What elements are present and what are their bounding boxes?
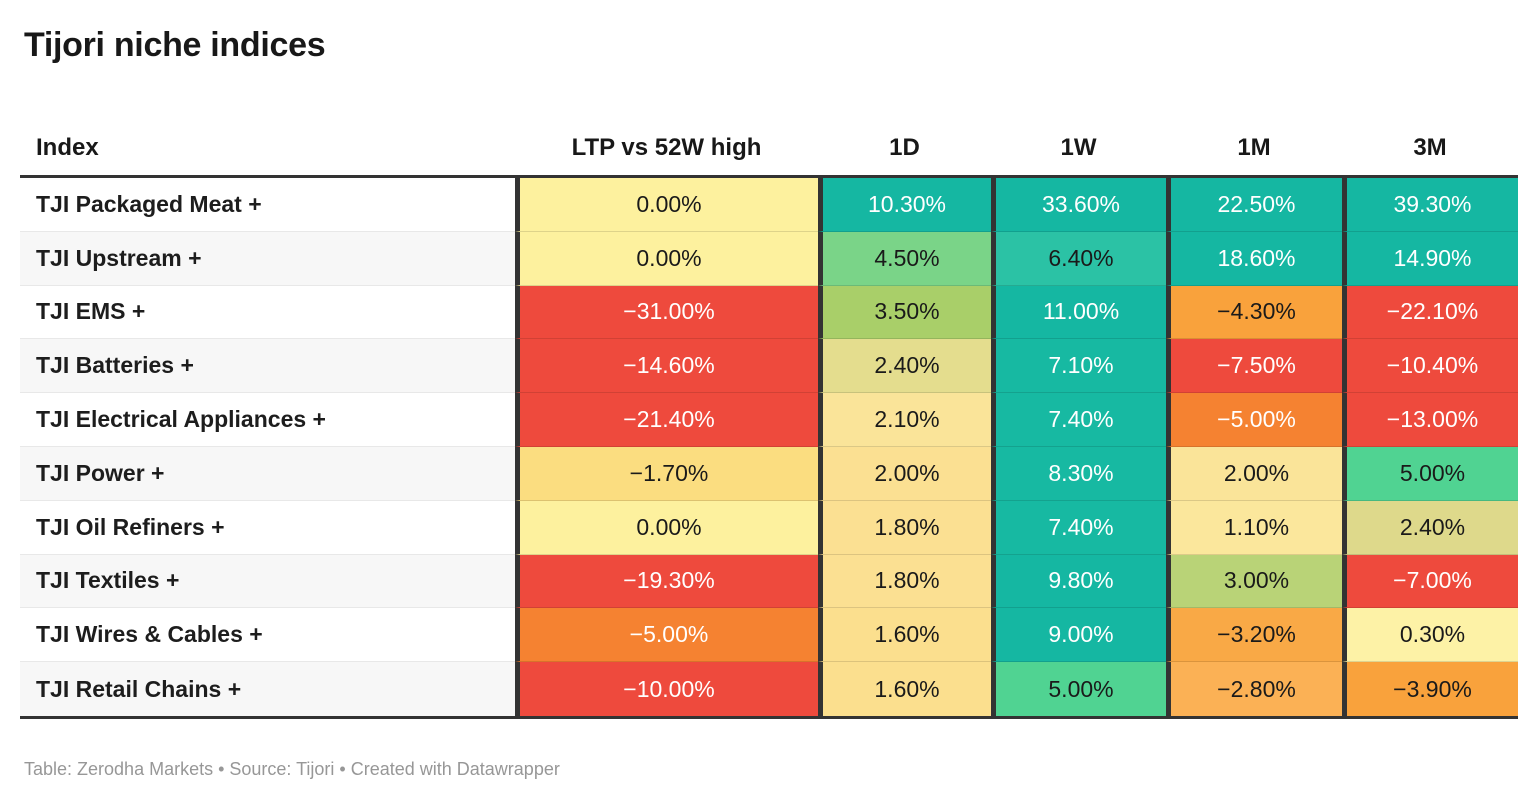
- value-cell: 1.60%: [818, 608, 991, 663]
- value-cell: −3.90%: [1342, 662, 1518, 716]
- value-cell: 6.40%: [991, 231, 1166, 286]
- index-name-cell[interactable]: TJI EMS +: [20, 285, 515, 340]
- index-name-cell[interactable]: TJI Power +: [20, 446, 515, 501]
- index-name-cell[interactable]: TJI Electrical Appliances +: [20, 393, 515, 447]
- value-cell: 0.00%: [515, 231, 818, 286]
- value-cell: 9.00%: [991, 608, 1166, 663]
- value-cell: 3.00%: [1166, 554, 1342, 609]
- index-name-cell[interactable]: TJI Batteries +: [20, 339, 515, 394]
- indices-table: Index LTP vs 52W high 1D 1W 1M 3M TJI Pa…: [20, 121, 1518, 719]
- table-row: TJI Retail Chains + −10.00% 1.60% 5.00% −2.8…: [20, 662, 1518, 716]
- value-cell: 8.30%: [991, 446, 1166, 501]
- table-row: TJI Upstream +0.00% 4.50% 6.40% 18.60% 14.90…: [20, 231, 1518, 286]
- value-cell: −19.30%: [515, 554, 818, 609]
- column-header-index: Index: [36, 134, 99, 161]
- value-cell: 7.40%: [991, 500, 1166, 555]
- column-header-ltp-vs-52w-high: LTP vs 52W high: [571, 134, 762, 161]
- value-cell: −5.00%: [1166, 393, 1342, 447]
- value-cell: 39.30%: [1342, 178, 1518, 232]
- value-cell: −31.00%: [515, 285, 818, 340]
- index-name-cell[interactable]: TJI Retail Chains +: [20, 662, 515, 716]
- value-cell: 2.10%: [818, 393, 991, 447]
- value-cell: 14.90%: [1342, 231, 1518, 286]
- index-name-cell[interactable]: TJI Upstream +: [20, 231, 515, 286]
- table-body: TJI Packaged Meat +0.00% 10.30% 33.60% 22.5…: [20, 175, 1518, 719]
- value-cell: 1.60%: [818, 662, 991, 716]
- value-cell: 7.40%: [991, 393, 1166, 447]
- column-header-1w: 1W: [1060, 134, 1097, 161]
- value-cell: 1.80%: [818, 500, 991, 555]
- value-cell: 5.00%: [1342, 446, 1518, 501]
- table-row: TJI Batteries + −14.60% 2.40% 7.10% −7.50% −1…: [20, 339, 1518, 394]
- value-cell: −7.00%: [1342, 554, 1518, 609]
- value-cell: −2.80%: [1166, 662, 1342, 716]
- table-header-row: Index LTP vs 52W high 1D 1W 1M 3M: [20, 121, 1518, 175]
- value-cell: 10.30%: [818, 178, 991, 232]
- value-cell: 2.40%: [818, 339, 991, 394]
- index-name-cell[interactable]: TJI Packaged Meat +: [20, 178, 515, 232]
- value-cell: −5.00%: [515, 608, 818, 663]
- value-cell: 1.80%: [818, 554, 991, 609]
- value-cell: 33.60%: [991, 178, 1166, 232]
- value-cell: −1.70%: [515, 446, 818, 501]
- value-cell: 2.40%: [1342, 500, 1518, 555]
- column-header-1m: 1M: [1237, 134, 1271, 161]
- value-cell: 0.30%: [1342, 608, 1518, 663]
- table-row: TJI Electrical Appliances + −21.40% 2.10% 7…: [20, 393, 1518, 447]
- column-header-1d: 1D: [889, 134, 920, 161]
- value-cell: 7.10%: [991, 339, 1166, 394]
- table-row: TJI EMS + −31.00% 3.50% 11.00% −4.30% −22.10%: [20, 285, 1518, 340]
- value-cell: 1.10%: [1166, 500, 1342, 555]
- index-name-cell[interactable]: TJI Textiles +: [20, 554, 515, 609]
- table-row: TJI Oil Refiners +0.00% 1.80% 7.40% 1.10% 2.…: [20, 500, 1518, 555]
- value-cell: 0.00%: [515, 500, 818, 555]
- value-cell: 2.00%: [818, 446, 991, 501]
- table-row: TJI Packaged Meat +0.00% 10.30% 33.60% 22.5…: [20, 178, 1518, 232]
- value-cell: 2.00%: [1166, 446, 1342, 501]
- value-cell: −7.50%: [1166, 339, 1342, 394]
- value-cell: −14.60%: [515, 339, 818, 394]
- value-cell: −3.20%: [1166, 608, 1342, 663]
- value-cell: 5.00%: [991, 662, 1166, 716]
- datawrapper-table-page: Tijori niche indices Index LTP vs 52W hi…: [20, 26, 1518, 779]
- value-cell: 3.50%: [818, 285, 991, 340]
- index-name-cell[interactable]: TJI Wires & Cables +: [20, 608, 515, 663]
- value-cell: −22.10%: [1342, 285, 1518, 340]
- index-name-cell[interactable]: TJI Oil Refiners +: [20, 500, 515, 555]
- value-cell: −13.00%: [1342, 393, 1518, 447]
- value-cell: 4.50%: [818, 231, 991, 286]
- value-cell: −21.40%: [515, 393, 818, 447]
- table-row: TJI Power + −1.70% 2.00% 8.30% 2.00% 5.00%: [20, 446, 1518, 501]
- value-cell: −4.30%: [1166, 285, 1342, 340]
- value-cell: 22.50%: [1166, 178, 1342, 232]
- value-cell: 9.80%: [991, 554, 1166, 609]
- table-row: TJI Wires & Cables + −5.00% 1.60% 9.00% −3.2…: [20, 608, 1518, 663]
- value-cell: 18.60%: [1166, 231, 1342, 286]
- value-cell: −10.40%: [1342, 339, 1518, 394]
- table-row: TJI Textiles + −19.30% 1.80% 9.80% 3.00% −7.0…: [20, 554, 1518, 609]
- value-cell: 11.00%: [991, 285, 1166, 340]
- column-header-3m: 3M: [1413, 134, 1447, 161]
- attribution-text: Table: Zerodha Markets • Source: Tijori …: [24, 758, 560, 779]
- value-cell: −10.00%: [515, 662, 818, 716]
- value-cell: 0.00%: [515, 178, 818, 232]
- page-title: Tijori niche indices: [24, 26, 326, 64]
